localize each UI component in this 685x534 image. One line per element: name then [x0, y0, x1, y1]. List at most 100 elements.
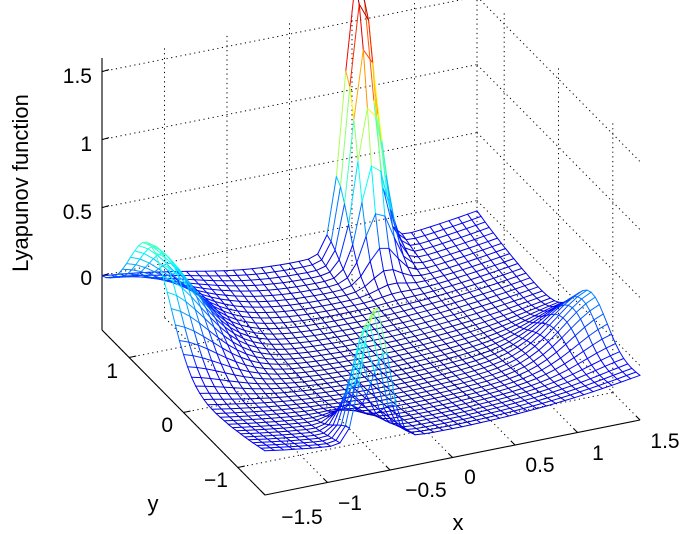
mesh-segment [316, 348, 328, 352]
mesh-segment [300, 406, 311, 409]
mesh-segment [339, 313, 345, 320]
mesh-segment [436, 377, 447, 381]
mesh-segment [374, 326, 385, 330]
mesh-segment [266, 438, 272, 443]
mesh-segment [306, 393, 317, 396]
mesh-segment [302, 417, 314, 420]
mesh-segment [406, 326, 412, 333]
mesh-segment [271, 440, 282, 443]
mesh-segment [447, 425, 453, 430]
mesh-segment [432, 290, 438, 297]
mesh-segment [361, 403, 373, 415]
mesh-segment [529, 349, 540, 358]
mesh-segment [563, 296, 575, 306]
mesh-segment [428, 285, 434, 292]
mesh-segment [229, 366, 241, 370]
mesh-segment [338, 360, 349, 363]
mesh-segment [616, 378, 622, 383]
mesh-segment [269, 424, 280, 427]
mesh-segment [511, 321, 517, 326]
mesh-segment [514, 285, 526, 290]
mesh-segment [324, 322, 330, 328]
mesh-segment [523, 366, 529, 372]
mesh-segment [470, 397, 476, 402]
mesh-segment [487, 336, 493, 341]
mesh-segment [218, 392, 224, 400]
mesh-segment [369, 400, 381, 403]
mesh-segment [260, 352, 271, 355]
mesh-segment [450, 334, 462, 338]
mesh-segment [518, 402, 530, 407]
mesh-segment [284, 443, 295, 445]
mesh-segment [196, 367, 202, 379]
mesh-segment [467, 257, 478, 262]
mesh-segment [299, 342, 305, 348]
mesh-segment [397, 326, 408, 330]
mesh-segment [375, 315, 386, 319]
mesh-segment [237, 339, 248, 346]
mesh-segment [247, 344, 258, 348]
mesh-segment [519, 356, 530, 364]
mesh-segment [136, 271, 142, 276]
mesh-segment [370, 322, 381, 326]
mesh-segment [248, 371, 254, 379]
mesh-segment [537, 365, 543, 371]
mesh-segment [512, 311, 518, 316]
mesh-segment [277, 327, 288, 329]
mesh-segment [230, 408, 236, 414]
mesh-segment [531, 322, 542, 332]
mesh-segment [243, 295, 249, 303]
mesh-segment [314, 401, 320, 406]
mesh-segment [474, 235, 485, 240]
mesh-segment [353, 410, 365, 414]
mesh-segment [408, 255, 419, 258]
mesh-segment [305, 325, 311, 332]
mesh-segment [364, 328, 376, 332]
mesh-segment [545, 402, 557, 407]
mesh-segment [485, 389, 491, 394]
mesh-segment [260, 267, 266, 274]
mesh-segment [209, 378, 221, 381]
mesh-segment [311, 356, 317, 362]
mesh-segment [248, 335, 259, 339]
mesh-segment [339, 350, 350, 353]
mesh-segment [342, 364, 353, 368]
mesh-segment [416, 358, 427, 362]
mesh-segment [389, 208, 395, 239]
mesh-segment [516, 394, 522, 398]
mesh-segment [185, 270, 191, 277]
mesh-segment [268, 431, 279, 433]
mesh-segment [307, 444, 318, 446]
mesh-segment [446, 292, 452, 299]
mesh-segment [243, 376, 249, 384]
mesh-segment [246, 311, 252, 318]
mesh-segment [196, 296, 202, 308]
mesh-segment [416, 418, 428, 422]
mesh-segment [458, 261, 469, 266]
mesh-segment [430, 392, 441, 396]
mesh-segment [407, 312, 418, 317]
mesh-segment [469, 328, 480, 333]
mesh-segment [439, 312, 445, 318]
mesh-segment [462, 308, 473, 313]
mesh-segment [362, 49, 374, 64]
mesh-segment [401, 331, 412, 335]
mesh-segment [591, 359, 602, 366]
mesh-segment [473, 409, 479, 413]
mesh-segment [424, 366, 435, 370]
mesh-segment [439, 309, 451, 314]
mesh-segment [295, 337, 301, 344]
mesh-segment [339, 351, 345, 357]
mesh-segment [509, 326, 521, 333]
mesh-segment [318, 403, 330, 406]
mesh-segment [250, 317, 262, 319]
mesh-segment [449, 309, 455, 316]
mesh-segment [558, 304, 569, 316]
mesh-segment [541, 290, 547, 296]
mesh-segment [305, 323, 317, 327]
mesh-segment [481, 414, 487, 419]
mesh-segment [277, 431, 283, 436]
mesh-segment [491, 374, 497, 379]
x-tick-mark [323, 478, 328, 483]
mesh-segment [254, 402, 260, 408]
